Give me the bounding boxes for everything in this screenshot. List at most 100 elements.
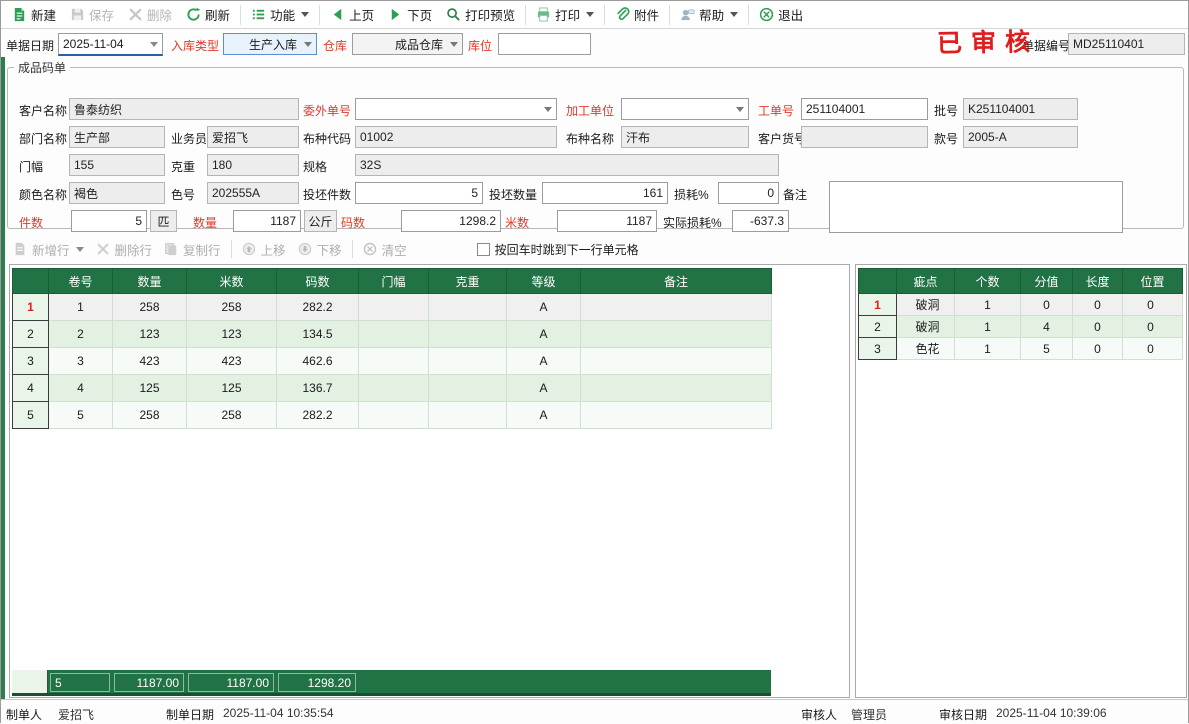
cell[interactable]: 5 bbox=[1020, 337, 1073, 360]
cell[interactable]: 0 bbox=[1122, 337, 1183, 360]
cell[interactable]: 色花 bbox=[896, 337, 955, 360]
cell[interactable]: 258 bbox=[112, 401, 187, 429]
row-number-cell[interactable]: 5 bbox=[12, 401, 49, 429]
row-number-cell[interactable]: 1 bbox=[858, 293, 897, 316]
cell[interactable]: 462.6 bbox=[276, 347, 359, 375]
cell[interactable]: 4 bbox=[1020, 315, 1073, 338]
cell[interactable] bbox=[580, 401, 772, 429]
cell[interactable] bbox=[580, 293, 772, 321]
cell[interactable]: 1 bbox=[48, 293, 113, 321]
cell[interactable] bbox=[580, 374, 772, 402]
cell[interactable] bbox=[580, 320, 772, 348]
clear-button[interactable]: 清空 bbox=[357, 237, 413, 262]
cell[interactable] bbox=[428, 347, 507, 375]
cell[interactable] bbox=[358, 374, 429, 402]
meters-input[interactable] bbox=[557, 210, 657, 232]
move-down-button[interactable]: 下移 bbox=[292, 237, 348, 262]
cell[interactable]: 125 bbox=[112, 374, 187, 402]
chevron-down-icon bbox=[301, 12, 310, 17]
location-input[interactable] bbox=[498, 33, 591, 55]
cell[interactable] bbox=[358, 347, 429, 375]
cell[interactable]: 423 bbox=[186, 347, 277, 375]
cell[interactable]: 破洞 bbox=[896, 315, 955, 338]
add-row-button[interactable]: 新增行 bbox=[7, 237, 90, 262]
cell[interactable]: 0 bbox=[1020, 293, 1073, 316]
cell[interactable] bbox=[358, 293, 429, 321]
cell[interactable]: 1 bbox=[954, 293, 1021, 316]
cell[interactable]: 破洞 bbox=[896, 293, 955, 316]
cell[interactable] bbox=[428, 374, 507, 402]
delete-row-button[interactable]: 删除行 bbox=[90, 237, 159, 262]
next-page-button[interactable]: 下页 bbox=[381, 2, 439, 27]
row-number-cell[interactable]: 3 bbox=[858, 337, 897, 360]
cell[interactable] bbox=[358, 320, 429, 348]
cell[interactable] bbox=[358, 401, 429, 429]
cell[interactable]: 282.2 bbox=[276, 401, 359, 429]
cell[interactable] bbox=[580, 347, 772, 375]
print-button[interactable]: 打印 bbox=[529, 2, 601, 27]
loss-input[interactable] bbox=[718, 182, 779, 204]
cell[interactable]: 125 bbox=[186, 374, 277, 402]
outsource-no-select[interactable] bbox=[355, 98, 557, 120]
save-button[interactable]: 保存 bbox=[63, 2, 121, 27]
cell[interactable]: 134.5 bbox=[276, 320, 359, 348]
cell[interactable]: A bbox=[506, 320, 581, 348]
cell[interactable]: 258 bbox=[112, 293, 187, 321]
remark-textarea[interactable] bbox=[829, 181, 1123, 233]
cell[interactable]: 1 bbox=[954, 337, 1021, 360]
cell[interactable]: A bbox=[506, 293, 581, 321]
cell[interactable]: A bbox=[506, 401, 581, 429]
input-qty-input[interactable] bbox=[542, 182, 668, 204]
new-button[interactable]: 新建 bbox=[5, 2, 63, 27]
work-order-input[interactable] bbox=[801, 98, 928, 120]
cell[interactable]: 3 bbox=[48, 347, 113, 375]
cell[interactable]: 0 bbox=[1072, 315, 1123, 338]
cell[interactable] bbox=[428, 401, 507, 429]
row-number-cell[interactable]: 3 bbox=[12, 347, 49, 375]
cell[interactable]: 123 bbox=[112, 320, 187, 348]
actual-loss-input[interactable] bbox=[732, 210, 789, 232]
print-preview-button[interactable]: 打印预览 bbox=[439, 2, 522, 27]
delete-button[interactable]: 删除 bbox=[121, 2, 179, 27]
cell[interactable]: 1 bbox=[954, 315, 1021, 338]
enter-jump-checkbox[interactable] bbox=[476, 242, 490, 256]
cell[interactable]: 0 bbox=[1122, 315, 1183, 338]
doc-date-picker[interactable]: 2025-11-04 bbox=[58, 33, 163, 56]
cell[interactable] bbox=[428, 293, 507, 321]
processor-select[interactable] bbox=[621, 98, 749, 120]
cell[interactable]: 258 bbox=[186, 293, 277, 321]
help-button[interactable]: 帮助 bbox=[673, 2, 745, 27]
functions-button[interactable]: 功能 bbox=[244, 2, 316, 27]
row-number-cell[interactable]: 2 bbox=[12, 320, 49, 348]
cell[interactable]: 4 bbox=[48, 374, 113, 402]
cell[interactable]: 423 bbox=[112, 347, 187, 375]
cell[interactable]: A bbox=[506, 347, 581, 375]
copy-row-button[interactable]: 复制行 bbox=[158, 237, 227, 262]
warehouse-select[interactable]: 成品仓库 bbox=[352, 33, 463, 55]
cell[interactable]: 5 bbox=[48, 401, 113, 429]
qty-input[interactable] bbox=[233, 210, 301, 232]
prev-page-button[interactable]: 上页 bbox=[323, 2, 381, 27]
storage-type-select[interactable]: 生产入库 bbox=[223, 33, 317, 55]
refresh-button[interactable]: 刷新 bbox=[179, 2, 237, 27]
cell[interactable]: 258 bbox=[186, 401, 277, 429]
input-pieces-input[interactable] bbox=[355, 182, 483, 204]
exit-button[interactable]: 退出 bbox=[752, 2, 810, 27]
cell[interactable]: A bbox=[506, 374, 581, 402]
cell[interactable]: 136.7 bbox=[276, 374, 359, 402]
cell[interactable]: 282.2 bbox=[276, 293, 359, 321]
cell[interactable]: 0 bbox=[1072, 337, 1123, 360]
cell[interactable]: 0 bbox=[1122, 293, 1183, 316]
row-number-cell[interactable]: 2 bbox=[858, 315, 897, 338]
yards-input[interactable] bbox=[401, 210, 501, 232]
enter-jump-option[interactable]: 按回车时跳到下一行单元格 bbox=[476, 241, 639, 258]
cell[interactable]: 2 bbox=[48, 320, 113, 348]
attachments-button[interactable]: 附件 bbox=[608, 2, 666, 27]
row-number-cell[interactable]: 1 bbox=[12, 293, 49, 321]
cell[interactable] bbox=[428, 320, 507, 348]
cell[interactable]: 123 bbox=[186, 320, 277, 348]
row-number-cell[interactable]: 4 bbox=[12, 374, 49, 402]
move-up-button[interactable]: 上移 bbox=[236, 237, 292, 262]
pieces-input[interactable] bbox=[71, 210, 147, 232]
cell[interactable]: 0 bbox=[1072, 293, 1123, 316]
